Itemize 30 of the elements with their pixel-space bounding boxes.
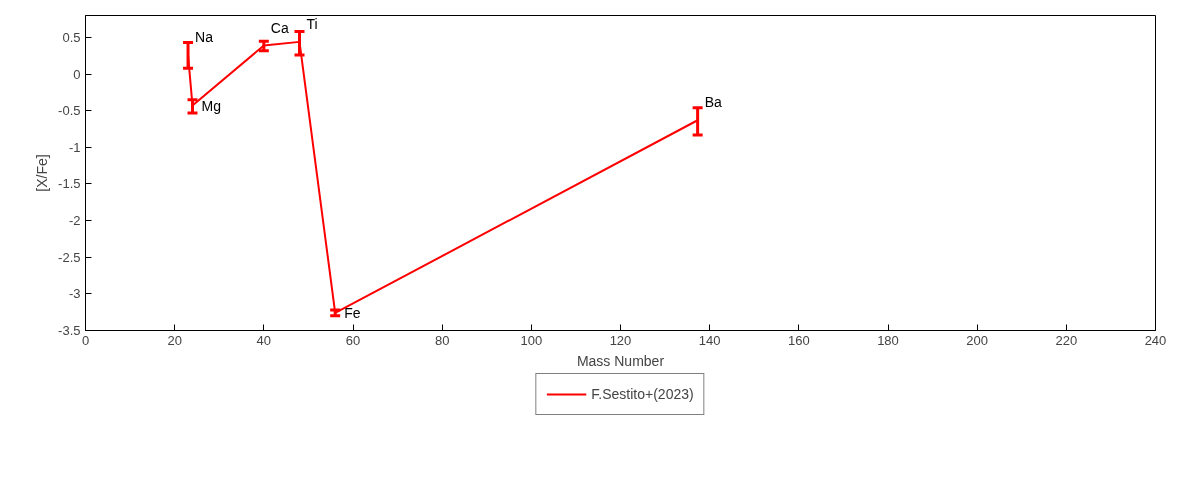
annotation: Na [195,29,214,46]
x-tick-label: 120 [609,332,632,348]
x-tick-label: 180 [877,332,899,348]
y-tick-label: -1.5 [58,176,81,192]
x-tick-label: 40 [256,332,272,348]
y-tick-label: -3 [68,286,81,302]
annotation: Ti [306,15,318,32]
x-axis-title: Mass Number [576,352,665,369]
x-tick-label: 240 [1144,332,1167,348]
x-tick-label: 140 [698,332,721,348]
y-tick-label: -3.5 [58,323,81,338]
x-tick-label: 60 [345,332,361,348]
y-tick-label: -2.5 [58,249,81,265]
annotation: Fe [344,304,361,321]
y-tick-label: 0.5 [62,29,81,45]
annotation: Ba [704,94,722,111]
legend-label: F.Sestito+(2023) [591,385,694,402]
annotation: Mg [201,97,221,114]
y-tick-label: 0 [73,66,81,82]
y-tick-label: -2 [68,213,81,229]
annotation: Ca [270,19,289,36]
x-tick-label: 100 [520,332,543,348]
y-tick-label: -1 [68,139,81,155]
y-tick-label: -0.5 [58,103,81,119]
x-tick-label: 20 [167,332,182,348]
y-axis-title: [X/Fe] [34,154,51,192]
x-tick-label: 200 [966,332,989,348]
x-tick-label: 220 [1055,332,1078,348]
x-tick-label: 160 [787,332,810,348]
x-tick-label: 80 [434,332,450,348]
